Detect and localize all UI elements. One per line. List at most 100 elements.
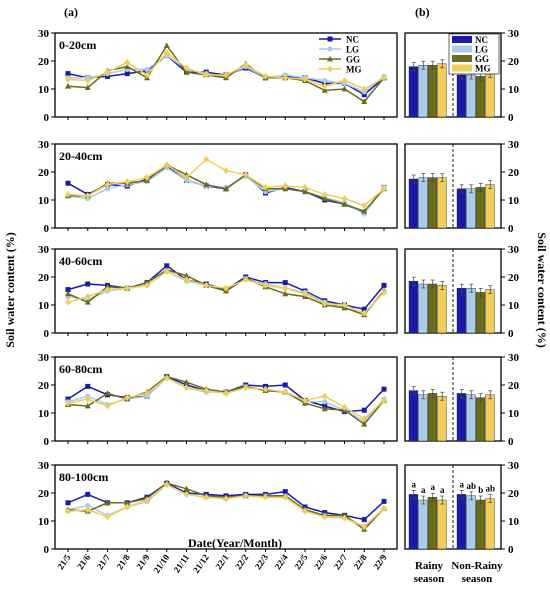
significance-letter: a [440, 485, 445, 495]
y-tick-label: 0 [44, 436, 50, 448]
y-tick-label: 10 [508, 300, 520, 312]
data-point-MG [381, 185, 387, 193]
bar-MG [437, 396, 447, 442]
data-point-NC [65, 180, 71, 186]
y-tick-label: 10 [508, 195, 520, 207]
data-point-MG [65, 75, 71, 83]
data-point-MG [104, 68, 111, 76]
data-point-MG [302, 290, 308, 298]
data-point-NC [381, 498, 387, 504]
bar-LG [466, 288, 476, 334]
line-panel-60-80cm: 0 10 20 30 60-80cm [38, 352, 398, 448]
y-tick-label: 20 [508, 167, 520, 179]
data-point-GG [84, 299, 91, 305]
bar-GG [427, 64, 438, 118]
depth-label: 40-60cm [59, 254, 102, 268]
bar-NC [456, 288, 467, 334]
data-point-LG [85, 503, 91, 509]
x-tick-label: 22/6 [312, 552, 330, 571]
y-tick-label: 20 [38, 488, 50, 500]
y-tick-label: 10 [508, 84, 520, 96]
data-point-MG [381, 74, 387, 82]
panel-label-a: (a) [64, 5, 78, 19]
data-point-GG [203, 181, 210, 187]
bar-NC [456, 393, 467, 442]
data-point-MG [183, 64, 190, 72]
bar-NC [408, 66, 419, 118]
data-point-MG [104, 513, 111, 521]
line-panel-40-60cm: 0 10 20 30 40-60cm [38, 244, 398, 340]
significance-letter: ab [466, 481, 476, 491]
series-line-MG [67, 51, 385, 90]
data-point-MG [262, 385, 269, 393]
bar-MG [485, 289, 495, 334]
y-tick-label: 20 [508, 380, 520, 392]
legend-label-MG: MG [346, 65, 362, 75]
data-point-MG [242, 61, 249, 69]
data-point-NC [124, 71, 130, 77]
data-point-NC [65, 500, 71, 506]
y-axis-label-left: Soil water content (%) [3, 232, 17, 347]
season-label: season [462, 573, 493, 585]
data-point-MG [242, 384, 249, 392]
y-tick-label: 10 [38, 516, 50, 528]
data-point-GG [124, 63, 131, 69]
data-point-GG [183, 485, 190, 492]
data-point-MG [242, 492, 249, 500]
depth-label: 20-40cm [59, 149, 102, 163]
y-axis-label-right: Soil water content (%) [535, 232, 549, 347]
legend-swatch-LG [452, 45, 472, 53]
y-tick-label: 10 [38, 195, 50, 207]
legend-label-NC: NC [346, 35, 359, 45]
y-tick-label: 30 [38, 244, 50, 256]
y-tick-label: 30 [38, 28, 50, 40]
data-point-MG [242, 276, 249, 284]
data-point-GG [321, 195, 328, 201]
data-point-MG [282, 74, 289, 82]
data-point-MG [124, 58, 131, 66]
y-tick-label: 20 [38, 167, 50, 179]
data-point-MG [341, 301, 348, 309]
data-point-GG [321, 87, 328, 93]
y-tick-label: 10 [508, 408, 520, 420]
data-point-GG [341, 85, 348, 92]
bar-NC [408, 281, 419, 334]
bar-MG [437, 63, 447, 118]
x-tick-label: 22/4 [273, 552, 291, 571]
y-tick-label: 0 [508, 544, 514, 556]
significance-letter: a [460, 479, 465, 489]
data-point-MG [203, 71, 210, 79]
season-label: Non-Rainy [451, 560, 503, 572]
data-point-MG [282, 388, 289, 396]
season-label: Rainy [415, 560, 444, 572]
data-point-NC [282, 489, 288, 495]
y-tick-label: 0 [44, 223, 50, 235]
bar-MG [437, 285, 447, 334]
bar-NC [408, 390, 419, 442]
significance-letter: b [478, 485, 483, 495]
bar-LG [418, 177, 428, 229]
y-tick-label: 10 [508, 516, 520, 528]
data-point-MG [104, 402, 111, 410]
data-point-MG [341, 403, 348, 411]
depth-label: 80-100cm [59, 470, 108, 484]
legend-label-LG: LG [346, 45, 359, 55]
x-axis-label: Date(Year/Month) [188, 536, 282, 550]
data-point-MG [65, 298, 71, 306]
season-label: season [414, 573, 445, 585]
data-point-MG [203, 493, 210, 501]
data-point-MG [321, 300, 328, 308]
bar-GG [427, 283, 438, 334]
data-point-GG [65, 83, 71, 89]
data-point-LG [144, 66, 150, 72]
legend-swatch-GG [452, 55, 472, 62]
data-point-GG [361, 98, 368, 104]
bar-panel-40-60cm: 0 10 20 30 [404, 244, 520, 340]
data-point-NC [85, 383, 91, 389]
x-tick-label: 21/6 [75, 552, 93, 571]
bar-NC [456, 74, 467, 118]
legend-marker-LG [327, 46, 333, 52]
